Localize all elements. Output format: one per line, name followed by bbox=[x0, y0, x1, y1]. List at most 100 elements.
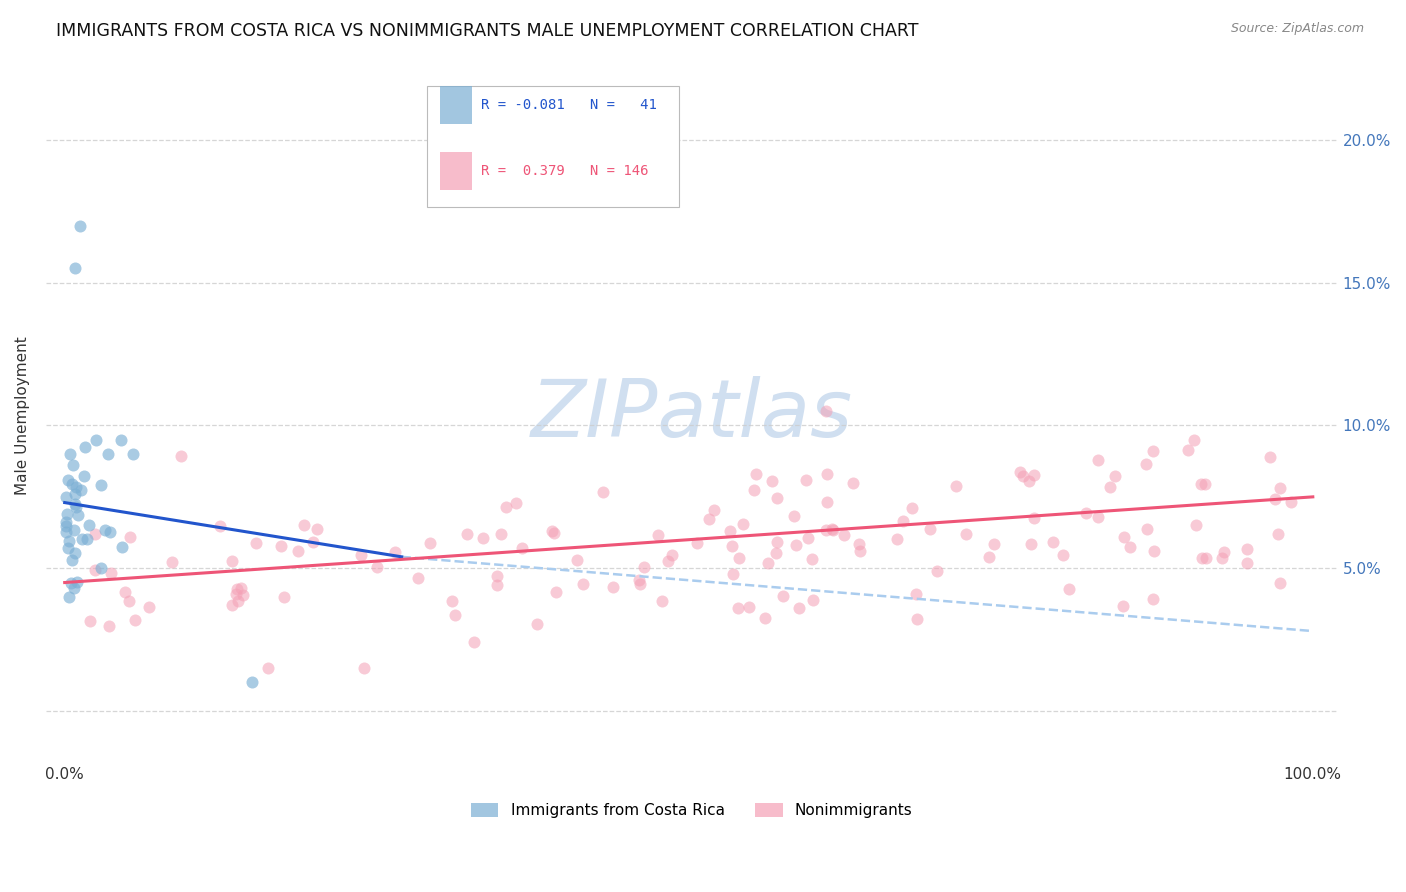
Point bbox=[257, 661, 280, 675]
Point bbox=[83, 527, 105, 541]
Point bbox=[58, 474, 80, 488]
Point bbox=[226, 593, 249, 607]
Point bbox=[907, 612, 929, 626]
Point bbox=[75, 440, 97, 454]
Point bbox=[120, 530, 142, 544]
Point bbox=[744, 467, 766, 481]
Point bbox=[1189, 476, 1212, 491]
Point bbox=[221, 598, 243, 612]
Point bbox=[84, 563, 107, 577]
Point bbox=[59, 575, 82, 590]
Text: R = -0.081   N =   41: R = -0.081 N = 41 bbox=[481, 98, 657, 112]
Point bbox=[232, 588, 254, 602]
Point bbox=[63, 486, 86, 500]
Point bbox=[485, 569, 508, 583]
Point bbox=[920, 522, 942, 536]
Point bbox=[1142, 591, 1164, 606]
Point bbox=[766, 534, 789, 549]
Point bbox=[489, 527, 512, 541]
Point bbox=[703, 503, 725, 517]
Point bbox=[823, 523, 845, 537]
Point bbox=[721, 539, 744, 553]
Point bbox=[55, 524, 77, 539]
Text: R =  0.379   N = 146: R = 0.379 N = 146 bbox=[481, 164, 648, 178]
Point bbox=[221, 554, 243, 568]
Point bbox=[305, 522, 328, 536]
Point bbox=[1087, 510, 1109, 524]
Point bbox=[100, 566, 122, 580]
Point bbox=[785, 537, 807, 551]
Point bbox=[633, 560, 655, 574]
Point bbox=[651, 594, 673, 608]
Point bbox=[1264, 491, 1286, 506]
Point bbox=[565, 552, 588, 566]
Point bbox=[62, 458, 84, 473]
Point bbox=[628, 573, 651, 587]
Point bbox=[1018, 475, 1040, 489]
Point bbox=[292, 517, 315, 532]
Point bbox=[440, 594, 463, 608]
Point bbox=[245, 536, 267, 550]
Point bbox=[977, 550, 1000, 565]
Point bbox=[443, 608, 465, 623]
Point bbox=[124, 614, 146, 628]
Point bbox=[901, 500, 924, 515]
Point bbox=[699, 512, 721, 526]
Point bbox=[58, 534, 80, 549]
Point bbox=[1194, 476, 1216, 491]
Point bbox=[97, 447, 120, 461]
Point bbox=[742, 483, 765, 497]
Point bbox=[353, 660, 375, 674]
Point bbox=[602, 580, 624, 594]
Point bbox=[686, 536, 709, 550]
Point bbox=[647, 527, 669, 541]
Point bbox=[486, 578, 509, 592]
Point bbox=[842, 475, 865, 490]
Point bbox=[794, 473, 817, 487]
Point bbox=[114, 585, 136, 599]
Point bbox=[111, 541, 134, 555]
Point bbox=[63, 261, 86, 276]
Point bbox=[273, 590, 295, 604]
FancyBboxPatch shape bbox=[440, 86, 472, 124]
Point bbox=[209, 518, 232, 533]
Point bbox=[62, 524, 84, 538]
Point bbox=[77, 517, 100, 532]
FancyBboxPatch shape bbox=[440, 152, 472, 190]
Point bbox=[1182, 433, 1205, 447]
Point bbox=[772, 589, 794, 603]
Point bbox=[495, 500, 517, 514]
Legend: Immigrants from Costa Rica, Nonimmigrants: Immigrants from Costa Rica, Nonimmigrant… bbox=[465, 797, 920, 824]
Point bbox=[98, 524, 121, 539]
Point bbox=[1268, 575, 1291, 590]
Point bbox=[738, 599, 761, 614]
Point bbox=[73, 469, 96, 483]
Point bbox=[945, 478, 967, 492]
Point bbox=[65, 480, 87, 494]
Point bbox=[628, 577, 651, 591]
Point bbox=[270, 540, 292, 554]
Point bbox=[350, 548, 373, 562]
Point bbox=[510, 541, 533, 555]
Point bbox=[55, 490, 77, 504]
Point bbox=[1052, 548, 1074, 562]
Point bbox=[63, 582, 86, 596]
Point bbox=[1135, 457, 1157, 471]
Point bbox=[1279, 495, 1302, 509]
Point bbox=[231, 581, 253, 595]
Point bbox=[905, 586, 928, 600]
Point bbox=[63, 546, 86, 560]
Point bbox=[801, 551, 824, 566]
Point bbox=[287, 543, 309, 558]
Point bbox=[731, 516, 754, 531]
Point bbox=[544, 585, 567, 599]
Point bbox=[727, 550, 749, 565]
Text: Source: ZipAtlas.com: Source: ZipAtlas.com bbox=[1230, 22, 1364, 36]
Point bbox=[117, 594, 139, 608]
Point bbox=[110, 433, 132, 447]
Point bbox=[456, 527, 478, 541]
Point bbox=[1008, 465, 1031, 479]
Point bbox=[541, 524, 564, 539]
Point bbox=[815, 523, 838, 537]
Point bbox=[69, 219, 91, 233]
